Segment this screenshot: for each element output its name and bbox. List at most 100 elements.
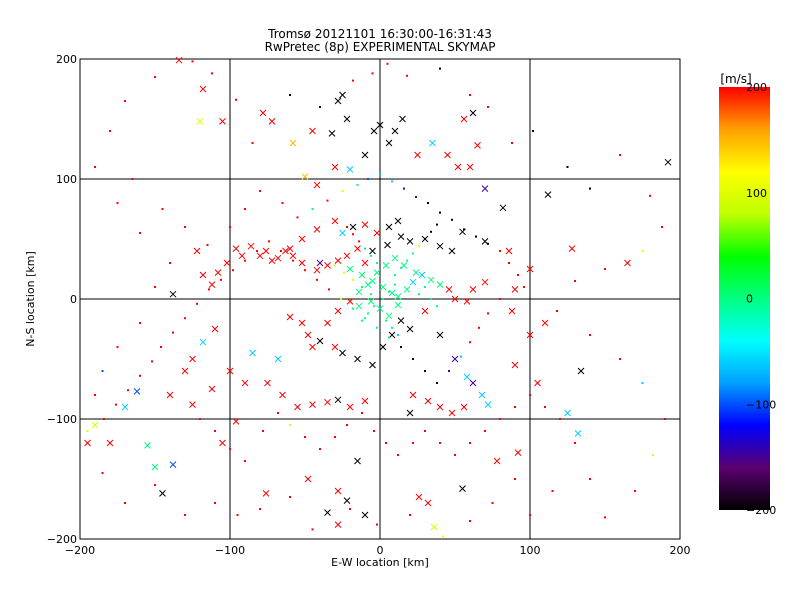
data-point-cross	[361, 221, 369, 228]
data-point-dot	[161, 208, 164, 210]
data-point-cross	[313, 266, 321, 274]
data-point-cross	[481, 185, 489, 192]
data-point-cross	[418, 271, 426, 279]
data-point-dot	[406, 74, 408, 77]
data-point-cross	[376, 121, 384, 129]
data-point-cross	[544, 191, 552, 198]
data-point-cross	[262, 490, 270, 497]
data-point-dot	[619, 154, 621, 156]
data-point-dot	[499, 250, 501, 252]
data-point-cross	[189, 401, 196, 408]
colorbar-tick-label: 0	[746, 293, 753, 306]
data-point-cross	[505, 247, 513, 255]
data-point-dot	[340, 298, 342, 300]
data-point-dot	[214, 430, 216, 432]
data-point-dot	[469, 520, 471, 522]
data-point-dot	[529, 514, 531, 516]
data-point-dot	[460, 355, 462, 358]
data-point-dot	[649, 194, 651, 197]
data-point-cross	[346, 298, 354, 305]
data-point-dot	[94, 166, 96, 168]
data-point-dot	[641, 382, 644, 384]
data-point-cross	[238, 252, 246, 260]
data-point-cross	[427, 276, 435, 284]
data-point-dot	[475, 235, 477, 238]
data-point-cross	[367, 298, 375, 305]
data-point-dot	[154, 286, 156, 288]
data-point-cross	[84, 439, 91, 447]
data-point-dot	[559, 418, 561, 420]
data-point-cross	[460, 115, 468, 123]
data-point-cross	[289, 139, 297, 147]
data-point-dot	[289, 94, 291, 96]
data-point-dot	[208, 288, 210, 291]
data-point-dot	[160, 346, 162, 348]
data-point-cross	[391, 127, 399, 135]
data-point-cross	[406, 325, 414, 333]
data-point-dot	[356, 184, 359, 186]
data-point-dot	[469, 341, 471, 344]
data-point-dot	[259, 508, 261, 510]
data-point-cross	[361, 259, 369, 267]
data-point-dot	[191, 60, 194, 63]
data-point-dot	[172, 331, 174, 334]
data-point-dot	[436, 382, 438, 384]
data-point-cross	[478, 391, 486, 399]
data-point-dot	[487, 106, 489, 108]
y-tick-label: 0	[70, 293, 77, 306]
data-point-cross	[232, 418, 240, 425]
data-point-dot	[511, 142, 513, 144]
data-marks	[84, 56, 672, 538]
data-point-dot	[139, 232, 141, 234]
data-point-dot	[280, 250, 282, 252]
data-point-cross	[241, 379, 249, 387]
data-point-cross	[436, 331, 444, 339]
data-point-cross	[226, 367, 234, 375]
data-point-dot	[262, 430, 264, 432]
data-point-dot	[439, 442, 441, 444]
data-point-dot	[448, 370, 450, 372]
data-point-dot	[379, 173, 381, 176]
data-point-cross	[262, 247, 270, 255]
data-point-cross	[304, 475, 312, 483]
data-point-cross	[429, 139, 436, 147]
data-point-dot	[373, 305, 375, 308]
data-point-dot	[424, 238, 426, 240]
data-point-dot	[352, 278, 354, 281]
data-point-cross	[391, 254, 399, 262]
data-point-cross	[223, 259, 231, 267]
data-point-cross	[294, 403, 301, 411]
colorbar-tick-label: −100	[746, 398, 776, 411]
data-point-cross	[289, 252, 297, 260]
data-point-dot	[311, 208, 314, 210]
data-point-cross	[451, 355, 459, 363]
data-point-dot	[361, 412, 363, 414]
data-point-dot	[334, 264, 336, 267]
data-point-dot	[589, 187, 591, 190]
data-point-dot	[604, 516, 606, 519]
data-point-cross	[189, 355, 196, 363]
data-point-cross	[664, 158, 672, 166]
data-point-dot	[508, 262, 510, 264]
data-point-cross	[459, 485, 466, 492]
data-point-dot	[394, 283, 396, 286]
data-point-dot	[388, 290, 390, 293]
data-point-cross	[370, 127, 378, 135]
data-point-dot	[469, 94, 471, 96]
y-tick-label: −200	[47, 533, 77, 546]
data-point-dot	[367, 178, 369, 180]
data-point-cross	[334, 97, 342, 105]
data-point-cross	[526, 331, 534, 339]
data-point-cross	[354, 245, 361, 252]
data-point-dot	[259, 190, 261, 192]
data-point-cross	[309, 401, 316, 408]
data-point-dot	[343, 271, 345, 274]
data-point-cross	[399, 115, 406, 123]
data-point-dot	[236, 514, 239, 516]
data-point-dot	[619, 358, 621, 360]
data-point-cross	[424, 499, 432, 507]
data-point-dot	[499, 418, 501, 420]
data-point-dot	[304, 269, 306, 272]
data-point-dot	[86, 430, 89, 432]
data-point-dot	[412, 442, 414, 444]
